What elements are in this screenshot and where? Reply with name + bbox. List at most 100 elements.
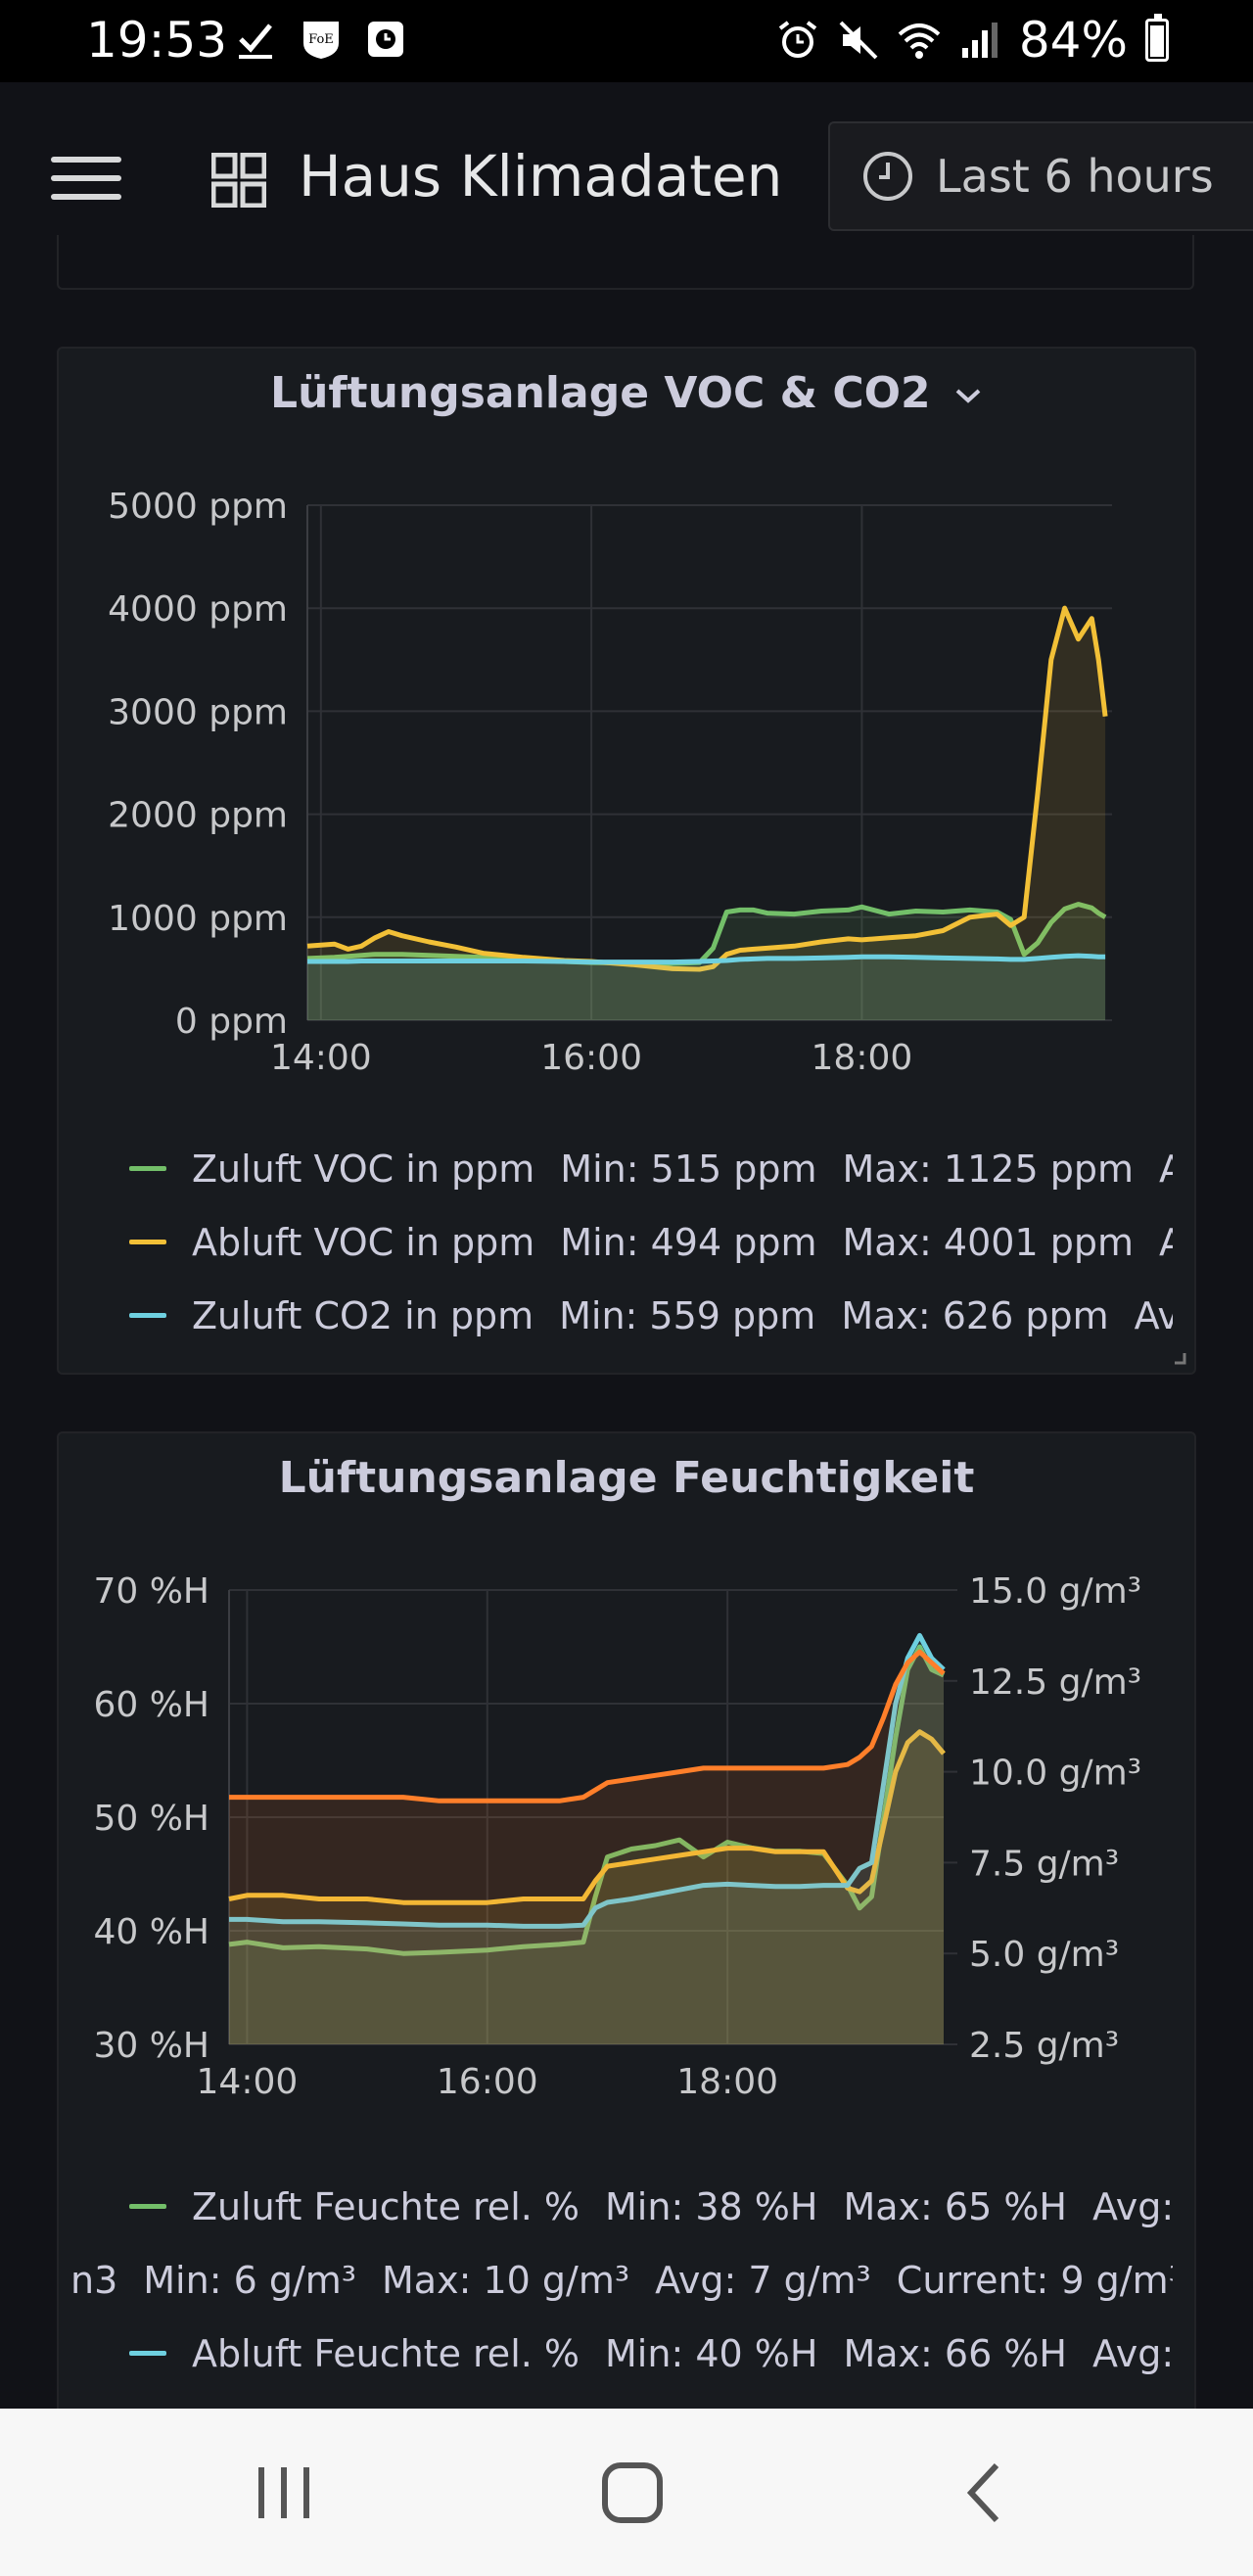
legend-swatch	[129, 1313, 166, 1318]
y-tick-label: 40 %H	[93, 1912, 209, 1952]
legend-stat: Max: 66 %H	[843, 2331, 1068, 2375]
legend-item[interactable]: Abluft VOC in ppm Min: 494 ppm Max: 4001 p…	[129, 1205, 1173, 1279]
legend-stat: Min: 38 %H	[605, 2184, 818, 2228]
y-tick-label: 70 %H	[93, 1571, 209, 1612]
time-range-picker[interactable]: Last 6 hours	[828, 121, 1253, 231]
home-icon[interactable]	[593, 2454, 672, 2532]
panel-title-humidity[interactable]: Lüftungsanlage Feuchtigkeit	[278, 1453, 975, 1503]
signal-icon	[961, 23, 998, 58]
panel-humidity: Lüftungsanlage Feuchtigkeit 30 %H 40 %H 50…	[57, 1431, 1196, 2430]
legend-stat: Avg	[1134, 1293, 1173, 1337]
y-tick-label: 4000 ppm	[108, 589, 288, 630]
battery-icon	[1145, 14, 1169, 62]
dashboard-navbar: Haus Klimadaten Last 6 hours	[0, 82, 1253, 268]
y-tick-label: 5000 ppm	[108, 487, 288, 527]
y-tick-label: 0 ppm	[175, 1002, 288, 1042]
alarm-icon	[778, 21, 817, 58]
panel-voc-co2: Lüftungsanlage VOC & CO2 0 ppm 1000 ppm 20…	[57, 347, 1196, 1375]
legend-series-name: Zuluft Feuchte rel. %	[192, 2184, 580, 2228]
series-area-abluft-feuchte-rel	[229, 1635, 944, 2044]
status-bar: 19:53 FoE 84%	[0, 0, 1253, 82]
legend-stat: Min: 515 ppm	[560, 1147, 817, 1191]
legend-item[interactable]: Zuluft CO2 in ppm Min: 559 ppm Max: 626 pp…	[129, 1279, 1173, 1352]
series-area-abluft-voc-in-ppm	[307, 608, 1106, 1020]
y2-tick-label: 12.5 g/m³	[969, 1663, 1141, 1703]
x-tick-label: 14:00	[197, 2062, 299, 2102]
legend-series-name: Abluft Feuchte rel. %	[192, 2331, 580, 2375]
time-range-label: Last 6 hours	[936, 150, 1214, 203]
mute-icon	[839, 21, 878, 60]
legend-stat: Max: 65 %H	[843, 2184, 1068, 2228]
y-tick-label: 30 %H	[93, 2026, 209, 2066]
y-tick-label: 2000 ppm	[108, 796, 288, 836]
legend-swatch	[129, 1240, 166, 1244]
legend-stat: Max: 10 g/m³	[382, 2258, 630, 2302]
legend-stat: Avg: 4	[1092, 2184, 1173, 2228]
series-line-zuluft-co2-in-ppm[interactable]	[307, 953, 1106, 965]
status-left-icons: FoE	[235, 18, 407, 61]
x-tick-label: 18:00	[812, 1038, 913, 1078]
legend-voc-co2: Zuluft VOC in ppm Min: 515 ppm Max: 1125 p…	[129, 1132, 1173, 1352]
x-tick-label: 14:00	[270, 1038, 372, 1078]
legend-swatch	[129, 2204, 166, 2209]
legend-series-name: Zuluft CO2 in ppm	[192, 1293, 534, 1337]
y-tick-label: 60 %H	[93, 1685, 209, 1725]
resize-handle-icon[interactable]	[1171, 1349, 1186, 1365]
back-icon[interactable]	[946, 2454, 1024, 2532]
check-icon	[239, 23, 272, 59]
series-line-abluft-feuchte-rel[interactable]	[229, 1632, 946, 1929]
y2-tick-label: 7.5 g/m³	[969, 1844, 1119, 1884]
status-time: 19:53	[86, 12, 228, 69]
voc-co2-chart[interactable]: 0 ppm 1000 ppm 2000 ppm 3000 ppm 4000 ppm 500…	[59, 349, 1194, 1112]
clock-app-icon	[368, 22, 403, 57]
dashboard-title[interactable]: Haus Klimadaten	[299, 143, 783, 210]
legend-stat: Avg: 7 g/m³	[655, 2258, 871, 2302]
legend-item[interactable]: Zuluft VOC in ppm Min: 515 ppm Max: 1125 p…	[129, 1132, 1173, 1205]
legend-stat: Max: 626 ppm	[841, 1293, 1109, 1337]
dashboard-grid-icon	[211, 153, 266, 208]
panel-title-voc-co2[interactable]: Lüftungsanlage VOC & CO2	[59, 368, 1194, 418]
series-area-zuluft-feuchte-rel	[229, 1647, 944, 2044]
y-tick-label: 3000 ppm	[108, 692, 288, 732]
foe-app-icon: FoE	[303, 22, 339, 59]
series-area-abluft-feuchte-abs-g-m3	[229, 1652, 944, 2044]
y-tick-label: 1000 ppm	[108, 899, 288, 939]
legend-stat: Avg: 4	[1092, 2331, 1173, 2375]
legend-swatch	[129, 2351, 166, 2356]
series-line-abluft-feuchte-abs-g-m3[interactable]	[229, 1649, 946, 1803]
legend-stat: Av	[1159, 1221, 1173, 1264]
legend-stat: Max: 4001 ppm	[842, 1220, 1134, 1264]
legend-stat: Min: 6 g/m³	[143, 2258, 357, 2302]
chevron-down-icon[interactable]	[953, 386, 983, 405]
clock-icon	[863, 152, 912, 201]
series-area-zuluft-co2-in-ppm	[307, 956, 1106, 1020]
recent-apps-icon[interactable]	[245, 2454, 323, 2532]
legend-humidity: Zuluft Feuchte rel. % Min: 38 %H Max: 65 %…	[70, 2170, 1173, 2429]
legend-stat: Min: 494 ppm	[560, 1220, 817, 1264]
legend-item[interactable]: n3 Min: 6 g/m³ Max: 10 g/m³ Avg: 7 g/m³ Curr…	[70, 2243, 1173, 2317]
y2-tick-label: 5.0 g/m³	[969, 1935, 1119, 1975]
y2-tick-label: 2.5 g/m³	[969, 2026, 1119, 2066]
y-tick-label: 50 %H	[93, 1799, 209, 1839]
svg-text:FoE: FoE	[308, 32, 334, 47]
humidity-chart[interactable]: 30 %H 40 %H 50 %H 60 %H 70 %H 14:00 16:00 18:00…	[59, 1433, 1194, 2178]
x-tick-label: 18:00	[676, 2062, 778, 2102]
legend-stat: Max: 1125 ppm	[842, 1147, 1134, 1191]
previous-panel-bottom	[57, 235, 1194, 290]
legend-stat: Min: 40 %H	[605, 2331, 818, 2375]
series-line-zuluft-voc-in-ppm[interactable]	[306, 902, 1107, 966]
legend-stat: Current: 9 g/m³	[896, 2258, 1173, 2302]
y2-tick-label: 10.0 g/m³	[969, 1754, 1141, 1794]
y2-tick-label: 15.0 g/m³	[969, 1571, 1141, 1612]
legend-item[interactable]: Zuluft Feuchte rel. % Min: 38 %H Max: 65 %…	[129, 2170, 1173, 2243]
menu-icon[interactable]	[51, 157, 121, 200]
series-line-zuluft-feuchte-abs-g-m3[interactable]	[228, 1729, 946, 1905]
battery-percent: 84%	[1018, 12, 1128, 69]
series-line-abluft-voc-in-ppm[interactable]	[306, 605, 1108, 972]
legend-stat: Av	[1159, 1147, 1173, 1191]
legend-item[interactable]: Abluft Feuchte rel. % Min: 40 %H Max: 66 %…	[129, 2317, 1173, 2390]
legend-stat: Min: 559 ppm	[559, 1293, 816, 1337]
legend-swatch	[129, 1166, 166, 1171]
x-tick-label: 16:00	[437, 2062, 538, 2102]
android-navigation-bar	[0, 2409, 1253, 2576]
